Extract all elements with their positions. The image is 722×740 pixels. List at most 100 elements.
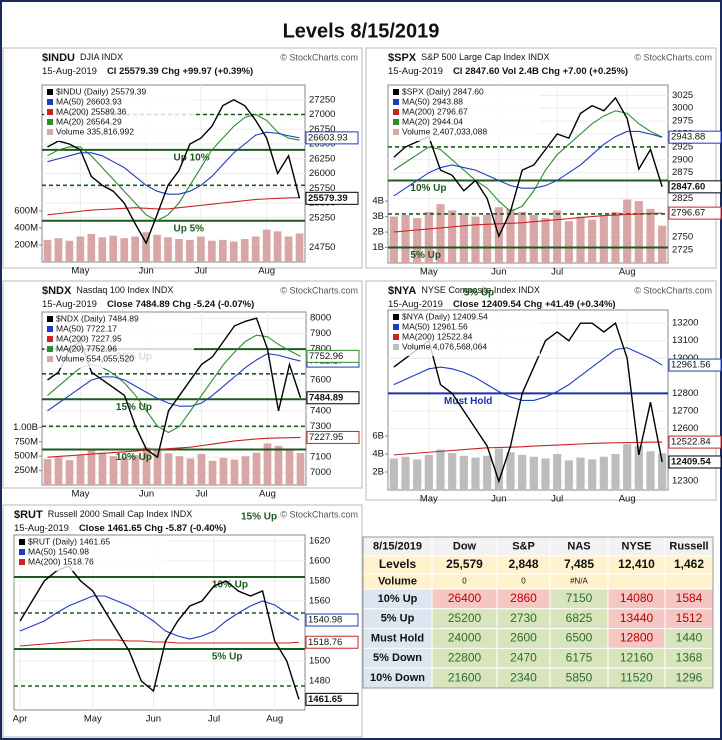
chart-quote: Close 7484.89 Chg -5.24 (-0.07%) xyxy=(107,299,254,310)
chart-quote-line: 15-Aug-2019 Close 7484.89 Chg -5.24 (-0.0… xyxy=(42,299,254,310)
table-cell-text: 25200 xyxy=(448,611,482,625)
legend-swatch xyxy=(393,119,399,125)
volume-bar xyxy=(98,237,107,262)
y-tick-label: 7100 xyxy=(310,452,331,463)
legend-entry: MA(20) 26564.29 xyxy=(56,116,122,126)
table-cell-text: Levels xyxy=(379,557,417,571)
volume-bar xyxy=(142,447,151,485)
chart-title: $NYA xyxy=(388,285,416,297)
volume-bar xyxy=(389,458,398,490)
volume-bar xyxy=(273,231,282,262)
volume-bar xyxy=(274,445,283,485)
chart-source: © StockCharts.com xyxy=(280,52,358,62)
legend-box xyxy=(390,312,540,356)
volume-bar xyxy=(553,454,562,490)
volume-bar xyxy=(218,239,227,262)
volume-bar xyxy=(413,459,422,490)
table-cell-text: Volume xyxy=(378,575,417,587)
volume-bar xyxy=(76,236,85,262)
price-line xyxy=(393,96,663,239)
y2-tick-label: 750M xyxy=(14,436,38,447)
table-cell-text: Dow xyxy=(453,540,477,552)
chart-header: $RUT Russell 2000 Small Cap Index INDX xyxy=(14,509,192,521)
volume-bar xyxy=(576,457,585,490)
chart-header: $NDX Nasdaq 100 Index INDX xyxy=(42,285,173,297)
volume-bar xyxy=(634,201,643,263)
chart-quote-line: 15-Aug-2019 Cl 2847.60 Vol 2.4B Chg +7.00… xyxy=(388,66,628,77)
y-tick-label: 3000 xyxy=(672,103,693,114)
y-tick-label: 7900 xyxy=(310,328,331,339)
table-cell-text: 0 xyxy=(521,577,526,586)
volume-bar xyxy=(295,233,304,262)
x-tick-label: Jul xyxy=(208,714,220,725)
table-cell-text: 8/15/2019 xyxy=(373,540,422,552)
legend-swatch xyxy=(393,344,399,350)
legend-entry: MA(50) 7722.17 xyxy=(56,323,117,333)
volume-bar xyxy=(623,199,632,263)
value-tag-label: 2943.88 xyxy=(671,132,705,143)
volume-bar xyxy=(459,213,468,263)
volume-bar xyxy=(197,453,206,485)
value-tag xyxy=(668,206,722,220)
legend-entry: $INDU (Daily) 25579.39 xyxy=(56,86,147,96)
chart-title: $NDX xyxy=(42,285,72,297)
y-tick-label: 12600 xyxy=(672,423,698,434)
y-tick-label: 26000 xyxy=(309,168,335,179)
volume-bar xyxy=(611,454,620,490)
value-tag-label: 1461.65 xyxy=(308,694,343,705)
volume-bar xyxy=(54,238,63,262)
volume-bar xyxy=(529,215,538,263)
chart-subtitle: DJIA INDX xyxy=(80,52,123,62)
moving-average-line xyxy=(47,353,301,412)
volume-bar xyxy=(285,450,294,485)
y-tick-label: 7300 xyxy=(310,421,331,432)
volume-bar xyxy=(529,456,538,490)
volume-bar xyxy=(43,459,52,485)
legend-entry: MA(20) 2944.04 xyxy=(402,116,463,126)
value-tag xyxy=(668,358,722,372)
chart-source: © StockCharts.com xyxy=(634,285,712,295)
price-line xyxy=(47,98,301,245)
y-tick-label: 12800 xyxy=(672,388,698,399)
y-tick-label: 2975 xyxy=(672,116,693,127)
x-tick-label: Aug xyxy=(266,714,283,725)
y2-tick-label: 500M xyxy=(14,451,38,462)
table-cell-text: 1584 xyxy=(676,591,703,605)
y-tick-label: 12700 xyxy=(672,405,698,416)
volume-bar xyxy=(658,225,667,263)
table-cell-text: 7,485 xyxy=(564,557,594,571)
moving-average-line xyxy=(19,595,300,640)
y-tick-label: 13000 xyxy=(672,353,698,364)
chart-title: $INDU xyxy=(42,52,75,64)
legend-swatch xyxy=(393,109,399,115)
y2-tick-label: 1.00B xyxy=(13,422,38,433)
volume-bar xyxy=(54,457,63,485)
volume-bar xyxy=(658,453,667,490)
legend-entry: MA(20) 7752.96 xyxy=(56,343,117,353)
moving-average-line xyxy=(47,436,301,458)
table-cell-text: 14080 xyxy=(620,591,654,605)
y-tick-label: 13200 xyxy=(672,318,698,329)
table-cell-text: NAS xyxy=(567,540,590,552)
x-tick-label: Aug xyxy=(619,494,636,505)
value-tag-label: 7752.96 xyxy=(309,351,343,362)
legend-swatch xyxy=(47,316,53,322)
x-tick-label: Aug xyxy=(258,266,275,277)
value-tag xyxy=(668,435,722,449)
volume-bar xyxy=(518,454,527,490)
y-tick-label: 1500 xyxy=(309,656,330,667)
moving-average-line xyxy=(47,113,300,222)
volume-bar xyxy=(175,456,184,485)
y2-tick-label: 250M xyxy=(14,465,38,476)
y-tick-label: 27000 xyxy=(309,109,335,120)
y-tick-label: 25250 xyxy=(309,212,335,223)
volume-bar xyxy=(436,449,445,490)
volume-bar xyxy=(541,218,550,263)
volume-bar xyxy=(109,235,118,262)
y-tick-label: 3025 xyxy=(672,90,693,101)
table-cell-text: 2470 xyxy=(510,650,537,664)
volume-bar xyxy=(576,216,585,263)
legend-swatch xyxy=(47,119,53,125)
chart-date: 15-Aug-2019 xyxy=(388,66,443,77)
value-tag-label: 26603.93 xyxy=(308,132,348,143)
